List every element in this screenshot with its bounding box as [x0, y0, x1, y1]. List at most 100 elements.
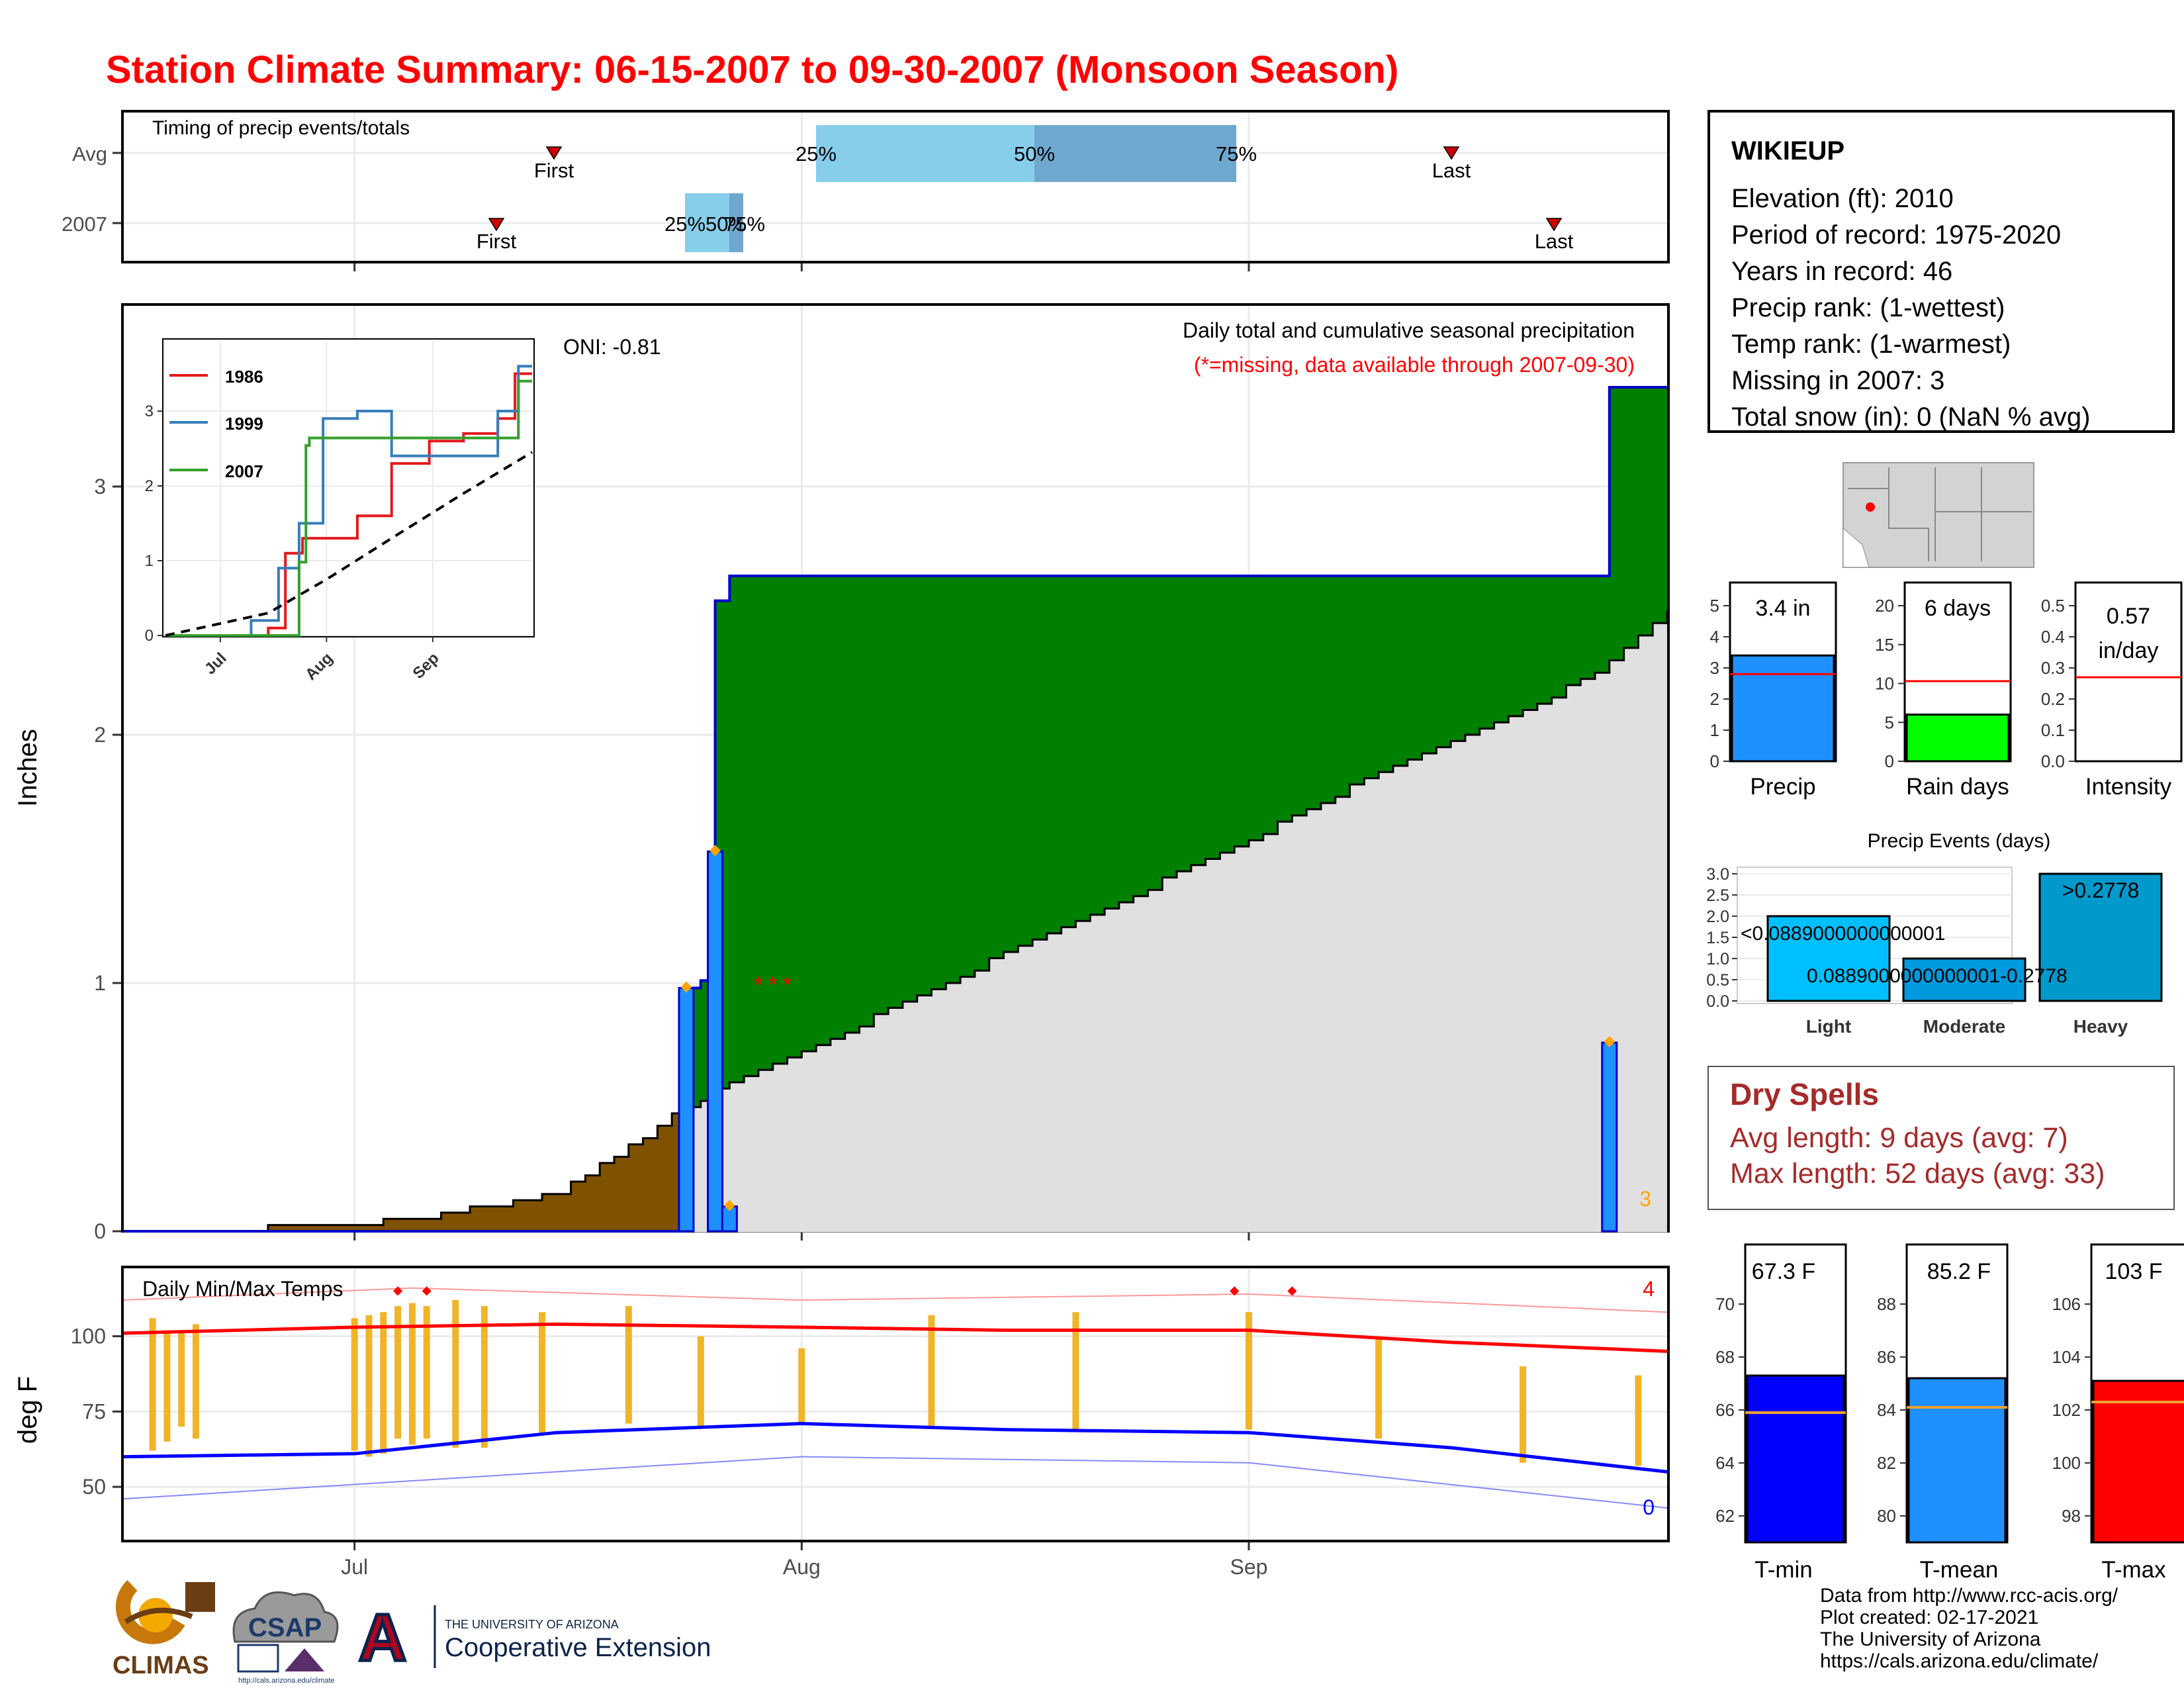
tmean-value-bar: [1907, 1377, 2007, 1544]
precip-bar-frame: [1729, 581, 1837, 763]
intensity-ytick-label: 0.2: [2041, 689, 2065, 709]
climas-logo-text: CLIMAS: [113, 1652, 209, 1679]
events-title: Precip Events (days): [1868, 830, 2051, 852]
tmax-ytick-label: 106: [2052, 1294, 2081, 1314]
precip-ytick-label: 2: [1710, 689, 1719, 709]
station-missing: Missing in 2007: 3: [1731, 366, 1945, 395]
tmean-ytick-label: 80: [1877, 1506, 1896, 1526]
ua-bottom-text: Cooperative Extension: [445, 1633, 711, 1662]
station-snow: Total snow (in): 0 (NaN % avg): [1731, 402, 2091, 432]
temp-panel: [121, 1266, 1670, 1542]
temp-ytick-label: 100: [71, 1325, 106, 1348]
ua-logo: A THE UNIVERSITY OF ARIZONA Cooperative …: [357, 1599, 711, 1677]
station-name: WIKIEUP: [1731, 136, 1845, 165]
timing-row-2007: 2007: [62, 212, 107, 236]
ua-top-text: THE UNIVERSITY OF ARIZONA: [445, 1618, 619, 1631]
events-ytick-label: 3.0: [1706, 865, 1729, 884]
precip-ytick-label: 3: [94, 475, 106, 498]
temp-ylabel: deg F: [13, 1376, 42, 1444]
events-category-label: Moderate: [1923, 1016, 2005, 1037]
precip-value-label: 3.4 in: [1755, 596, 1810, 621]
intensity-ytick-label: 0.0: [2041, 751, 2065, 771]
tmean-ytick-label: 88: [1877, 1294, 1896, 1314]
tmin-ytick-label: 70: [1715, 1294, 1735, 1314]
station-info-box: WIKIEUP Elevation (ft): 2010 Period of r…: [1707, 110, 2175, 433]
tmax-ytick-label: 102: [2052, 1400, 2081, 1420]
tmean-ytick-label: 84: [1877, 1400, 1896, 1420]
events-heavy-range: >0.2778: [2062, 878, 2140, 902]
csap-logo: CSAP http://cals.arizona.edu/climate: [232, 1591, 339, 1685]
events-category-label: Light: [1806, 1016, 1851, 1037]
csap-url-text: http://cals.arizona.edu/climate: [238, 1677, 335, 1685]
locator-map: [1843, 462, 2034, 568]
credit-university: The University of Arizona: [1820, 1628, 2041, 1650]
raindays-ytick-label: 5: [1885, 712, 1894, 732]
tmax-ytick-label: 100: [2052, 1453, 2081, 1473]
dry-spells-max: Max length: 52 days (avg: 33): [1730, 1158, 2105, 1190]
events-ytick-label: 2.0: [1706, 908, 1729, 926]
intensity-ytick-label: 0.5: [2041, 596, 2065, 616]
precip-ytick-label: 2: [94, 723, 106, 747]
station-precip-rank: Precip rank: (1-wettest): [1731, 293, 2005, 322]
temp-ytick-label: 50: [82, 1475, 106, 1499]
raindays-ytick-label: 20: [1875, 596, 1894, 616]
tmin-ytick-label: 62: [1715, 1506, 1735, 1526]
summary-content: 0 1 2 3 4 5 0 5 10 15 20 0.0 0.1 0.2 0.3 0.4 0.5: [1710, 581, 2183, 771]
precip-ylabel: Inches: [13, 729, 42, 807]
tmin-bar-frame: [1744, 1243, 1847, 1544]
tmax-value-label: 103 F: [2105, 1259, 2163, 1284]
events-ytick-label: 2.5: [1706, 886, 1729, 905]
events-bar-heavy: [2038, 872, 2163, 1002]
temp-xtick-label: Sep: [1230, 1555, 1267, 1579]
precip-ytick-label: 1: [1710, 720, 1719, 740]
events-content: 0.0 0.5 1.0 1.5 2.0 2.5 3.0 Light Moderate Heavy <…: [1706, 865, 2163, 1037]
precip-ytick-label: 5: [1710, 596, 1719, 616]
credits: Data from http://www.rcc-acis.org/ Plot …: [1820, 1585, 2118, 1672]
map-frame: [1843, 462, 2034, 568]
events-bar-moderate: [1902, 957, 2026, 1002]
raindays-ytick-label: 0: [1885, 751, 1894, 771]
events-ytick-label: 1.0: [1706, 950, 1729, 968]
raindays-ytick-label: 10: [1875, 674, 1894, 694]
tmin-value-bar: [1746, 1374, 1845, 1544]
credit-plot-created: Plot created: 02-17-2021: [1820, 1607, 2039, 1628]
timing-row-avg: Avg: [72, 142, 107, 165]
tmean-ytick-label: 82: [1877, 1453, 1896, 1473]
raindays-value-label: 6 days: [1925, 596, 1991, 621]
ua-block-a: A: [359, 1601, 406, 1675]
page-title: Station Climate Summary: 06-15-2007 to 0…: [106, 48, 1399, 91]
precip-bar-label: Precip: [1750, 774, 1815, 800]
intensity-value-label-2: in/day: [2099, 638, 2159, 663]
tmin-value-label: 67.3 F: [1752, 1259, 1815, 1284]
temp-summary-content: 62 64 66 68 70 80 82 84 86 88 98 100 102 104 106: [1715, 1243, 2184, 1544]
tmean-ytick-label: 86: [1877, 1347, 1896, 1367]
tmin-ytick-label: 66: [1715, 1400, 1735, 1420]
events-light-range: <0.0889000000000001: [1741, 923, 1946, 945]
credit-url: https://cals.arizona.edu/climate/: [1820, 1650, 2099, 1672]
temp-ytick-label: 75: [82, 1399, 106, 1423]
station-elevation: Elevation (ft): 2010: [1731, 184, 1954, 213]
events-ytick-label: 0.5: [1706, 971, 1729, 990]
precip-ytick-label: 0: [1710, 751, 1719, 771]
intensity-ytick-label: 0.3: [2041, 658, 2065, 678]
raindays-bar-label: Rain days: [1906, 774, 2009, 800]
station-period: Period of record: 1975-2020: [1731, 220, 2062, 250]
station-years: Years in record: 46: [1731, 257, 1953, 286]
station-temp-rank: Temp rank: (1-warmest): [1731, 330, 2011, 359]
station-location-marker: [1866, 502, 1875, 512]
precip-ytick-label: 4: [1710, 627, 1719, 647]
logos: CLIMAS CSAP http://cals.arizona.edu/clim…: [113, 1580, 711, 1685]
tmax-ytick-label: 104: [2052, 1347, 2081, 1367]
events-ytick-label: 1.5: [1706, 929, 1729, 947]
raindays-value-bar: [1905, 714, 2010, 763]
tmax-label: T-max: [2101, 1557, 2166, 1583]
precip-ytick-label: 3: [1710, 658, 1719, 678]
csap-logo-text: CSAP: [248, 1613, 322, 1642]
tmin-ytick-label: 68: [1715, 1347, 1735, 1367]
dry-spells-avg: Avg length: 9 days (avg: 7): [1730, 1122, 2068, 1154]
tmean-value-label: 85.2 F: [1927, 1259, 1991, 1284]
tmax-value-bar: [2092, 1380, 2184, 1544]
dry-spells-title: Dry Spells: [1730, 1077, 1879, 1111]
intensity-ytick-label: 0.4: [2041, 627, 2065, 647]
events-bar-light: [1766, 915, 1891, 1002]
